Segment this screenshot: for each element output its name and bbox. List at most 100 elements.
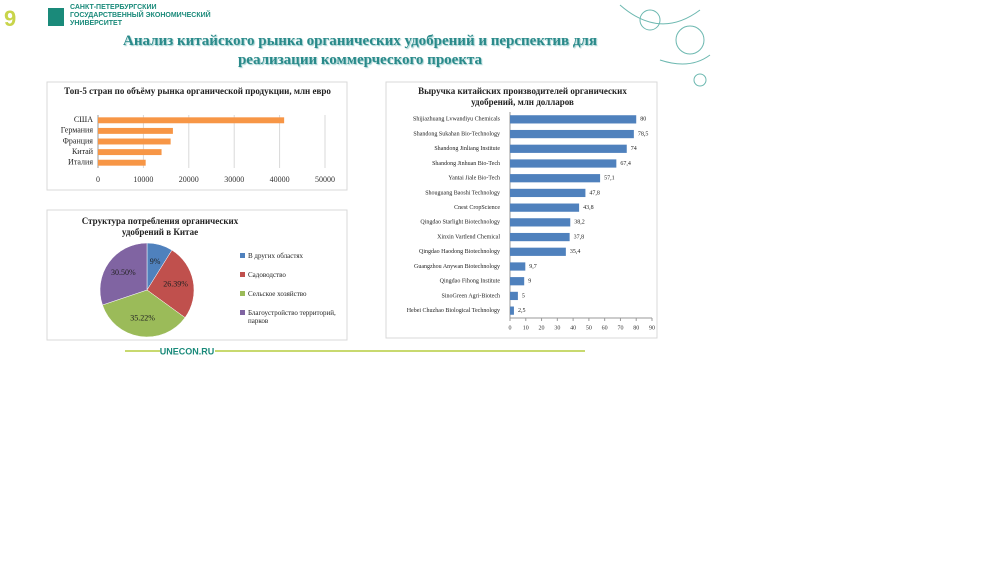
category-label: Shandong Jinliang Institute bbox=[434, 146, 500, 152]
category-label: Hebei Chuzhao Biological Technology bbox=[407, 308, 500, 314]
x-tick-label: 20000 bbox=[179, 175, 199, 184]
value-label: 35,4 bbox=[570, 249, 581, 255]
pie-slice bbox=[102, 289, 186, 338]
legend-entry: Садоводство bbox=[248, 271, 286, 279]
bar bbox=[510, 247, 566, 256]
slide-title: Анализ китайского рынка органических удо… bbox=[123, 33, 597, 68]
x-tick-label: 30 bbox=[554, 325, 560, 331]
bar bbox=[98, 117, 285, 124]
category-label: Китай bbox=[72, 147, 94, 156]
title-box: Анализ китайского рынка органических удо… bbox=[123, 33, 597, 68]
footer-site: UNECON.RU bbox=[160, 346, 215, 356]
value-label: 67,4 bbox=[620, 161, 631, 167]
chart-title: Структура потребления органических удобр… bbox=[81, 216, 239, 237]
x-tick-label: 0 bbox=[96, 175, 100, 184]
chart-title: Топ-5 стран по объёму рынка органической… bbox=[64, 86, 331, 96]
x-tick-label: 80 bbox=[633, 325, 639, 331]
chart-frame bbox=[46, 81, 348, 191]
chart-title-box: Выручка китайских производителей органич… bbox=[418, 86, 627, 107]
x-tick-label: 50 bbox=[586, 325, 592, 331]
category-label: Yantai Jiale Bio-Tech bbox=[448, 176, 500, 182]
x-tick-label: 40000 bbox=[270, 175, 290, 184]
category-label: Xinxin Vartlend Chemical bbox=[437, 234, 500, 240]
bar bbox=[510, 232, 570, 242]
ornament bbox=[619, 4, 711, 87]
x-tick-label: 70 bbox=[617, 325, 623, 331]
chart-title-box: Топ-5 стран по объёму рынка органической… bbox=[64, 86, 331, 96]
bar bbox=[510, 144, 627, 153]
bar bbox=[98, 127, 173, 134]
x-tick-label: 60 bbox=[602, 325, 608, 331]
legend-swatch bbox=[240, 253, 245, 258]
value-label: 9 bbox=[528, 279, 531, 285]
slice-label: 30.50% bbox=[111, 268, 136, 277]
bar bbox=[510, 262, 526, 271]
chart-title: Выручка китайских производителей органич… bbox=[418, 86, 627, 107]
bar bbox=[510, 203, 580, 212]
value-label: 78,5 bbox=[638, 131, 649, 137]
category-label: Shouguang Baoshi Technology bbox=[425, 190, 500, 196]
logo-text: САНКТ-ПЕТЕРБУРГСКИЙ ГОСУДАРСТВЕННЫЙ ЭКОН… bbox=[70, 4, 211, 27]
legend-entry-box: В других областях bbox=[248, 252, 304, 260]
bar bbox=[510, 277, 525, 286]
value-label: 47,8 bbox=[589, 190, 600, 196]
bar bbox=[510, 115, 637, 124]
value-label: 80 bbox=[640, 117, 646, 123]
logo-box: САНКТ-ПЕТЕРБУРГСКИЙ ГОСУДАРСТВЕННЫЙ ЭКОН… bbox=[70, 4, 211, 27]
value-label: 38,2 bbox=[574, 220, 585, 226]
chart-frame bbox=[46, 209, 348, 341]
category-label: SinoGreen Agri-Biotech bbox=[442, 293, 501, 299]
bar bbox=[510, 174, 601, 183]
legend-entry: В других областях bbox=[248, 252, 304, 260]
x-tick-label: 0 bbox=[509, 325, 512, 331]
bar bbox=[510, 306, 514, 315]
bar bbox=[98, 138, 171, 145]
bar bbox=[510, 291, 518, 301]
logo-emblem bbox=[48, 8, 64, 26]
category-label: Guangzhou Anywan Biotechnology bbox=[414, 264, 500, 270]
value-label: 2,5 bbox=[518, 308, 526, 314]
value-label: 9,7 bbox=[529, 264, 537, 270]
category-label: Франция bbox=[63, 136, 94, 145]
x-tick-label: 30000 bbox=[224, 175, 244, 184]
legend-entry-box: Сельское хозяйство bbox=[248, 290, 307, 298]
value-label: 57,1 bbox=[604, 176, 615, 182]
slice-label: 9% bbox=[150, 257, 161, 266]
bar bbox=[510, 159, 617, 168]
bar bbox=[510, 218, 571, 227]
slice-label: 26.39% bbox=[163, 279, 188, 288]
legend-entry-box: Садоводство bbox=[248, 271, 286, 279]
x-tick-label: 90 bbox=[649, 325, 655, 331]
slice-label: 35.22% bbox=[130, 314, 155, 323]
logo-mark: 9 bbox=[4, 6, 16, 31]
value-label: 5 bbox=[522, 293, 525, 299]
legend-swatch bbox=[240, 310, 245, 315]
bar bbox=[98, 159, 146, 166]
bar bbox=[98, 149, 162, 156]
category-label: Shandong Jinhuan Bio-Tech bbox=[432, 161, 500, 167]
legend-swatch bbox=[240, 291, 245, 296]
legend-entry: Благоустройство территорий, парков bbox=[248, 309, 336, 325]
category-label: Shijiazhuang Lvwandiyu Chemicals bbox=[413, 117, 501, 123]
category-label: Qingdao Starlight Biotechnology bbox=[420, 220, 500, 226]
legend-entry: Сельское хозяйство bbox=[248, 290, 307, 298]
category-label: Германия bbox=[61, 126, 94, 135]
pie-slice bbox=[146, 249, 195, 318]
value-label: 74 bbox=[631, 146, 637, 152]
value-label: 43,8 bbox=[583, 205, 594, 211]
x-tick-label: 10 bbox=[523, 325, 529, 331]
category-label: Shandong Sukahan Bio-Technology bbox=[413, 131, 500, 137]
x-tick-label: 20 bbox=[539, 325, 545, 331]
bar bbox=[510, 129, 634, 139]
x-tick-label: 40 bbox=[570, 325, 576, 331]
legend-swatch bbox=[240, 272, 245, 277]
chart-title-box: Структура потребления органических удобр… bbox=[81, 216, 239, 237]
category-label: Qingdao Fihong Institute bbox=[440, 279, 501, 285]
x-tick-label: 10000 bbox=[133, 175, 153, 184]
value-label: 37,8 bbox=[574, 234, 585, 240]
category-label: Qingdao Haodong Biotechnology bbox=[419, 249, 500, 255]
category-label: Cnest CropScience bbox=[454, 205, 500, 211]
category-label: США bbox=[74, 115, 93, 124]
pie-slice bbox=[99, 242, 148, 306]
